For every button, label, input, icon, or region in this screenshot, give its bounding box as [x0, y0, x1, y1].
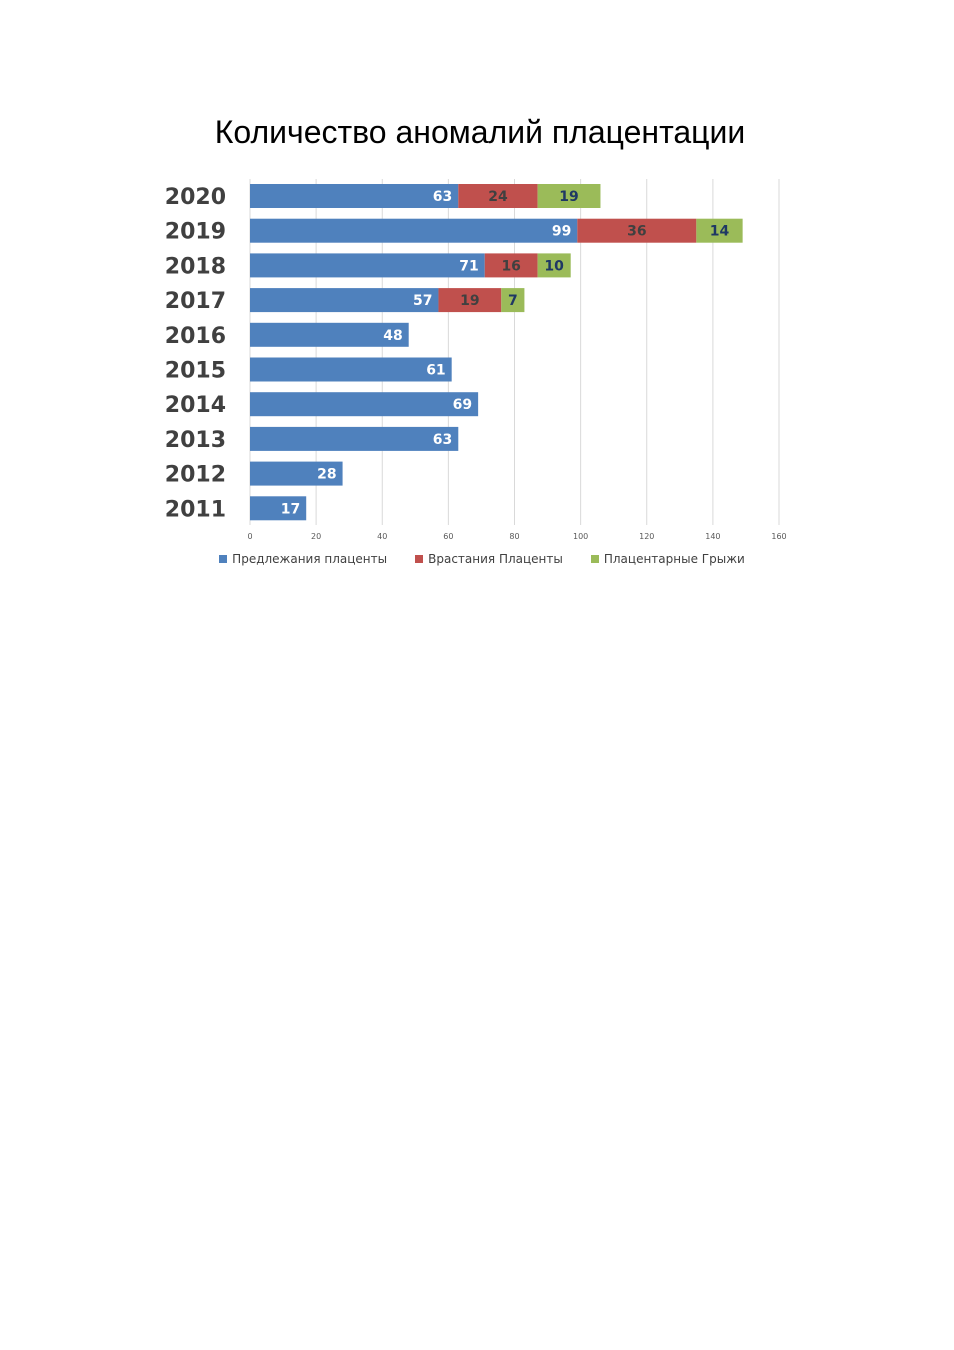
bar	[250, 184, 459, 208]
data-labels: 63 24 19 99 36 14 71 16 10 57 19 7 48 61 69 63 28 17	[281, 189, 730, 517]
legend: Предлежания плаценты Врастания Плаценты Пл…	[0, 552, 954, 566]
category-labels: 2020 2019 2018 2017 2016 2015 2014 2013 2012 2011	[165, 185, 226, 522]
data-label: 28	[317, 467, 336, 483]
category-label: 2018	[165, 254, 226, 279]
x-tick-label: 0	[247, 532, 252, 541]
x-tick-label: 40	[377, 532, 387, 541]
x-tick-label: 100	[573, 532, 588, 541]
bar	[458, 184, 538, 208]
legend-item: Врастания Плаценты	[415, 552, 563, 566]
category-label: 2020	[165, 185, 226, 210]
bar	[696, 218, 743, 243]
bar	[250, 357, 452, 382]
category-label: 2015	[165, 359, 226, 384]
bar	[250, 253, 485, 278]
legend-swatch	[415, 555, 424, 563]
legend-item: Плацентарные Грыжи	[590, 552, 745, 566]
x-tick-label: 80	[509, 532, 519, 541]
data-label: 19	[559, 189, 578, 205]
category-label: 2014	[165, 393, 226, 418]
x-tick-label: 160	[771, 532, 786, 541]
category-label: 2016	[165, 324, 226, 349]
legend-item: Предлежания плаценты	[219, 552, 387, 566]
chart-title: Количество аномалий плацентации	[214, 114, 746, 150]
bar	[250, 392, 479, 417]
data-label: 57	[413, 293, 432, 309]
data-label: 69	[453, 397, 472, 413]
legend-label: Врастания Плаценты	[428, 552, 563, 566]
x-tick-label: 140	[705, 532, 720, 541]
legend-swatch	[590, 555, 599, 563]
data-label: 48	[383, 328, 402, 344]
legend-label: Предлежания плаценты	[232, 552, 388, 566]
bar	[250, 496, 307, 521]
legend-swatch	[219, 555, 228, 563]
data-label: 61	[426, 363, 445, 379]
bar	[537, 253, 571, 278]
legend-label: Плацентарные Грыжи	[603, 552, 745, 566]
bars	[250, 184, 743, 521]
x-axis-ticks: 0 20 40 60 80 100 120 140 160	[247, 532, 786, 541]
data-label: 63	[433, 189, 452, 205]
data-label: 99	[552, 224, 571, 240]
category-label: 2012	[165, 463, 226, 488]
bar	[250, 288, 439, 313]
data-label: 10	[544, 258, 564, 274]
data-label: 16	[501, 258, 520, 274]
data-label: 63	[433, 432, 452, 448]
bar	[250, 426, 459, 451]
data-label: 36	[627, 224, 646, 240]
category-label: 2011	[165, 497, 226, 522]
bar	[484, 253, 538, 278]
data-label: 17	[281, 501, 300, 517]
category-label: 2017	[165, 289, 226, 314]
x-tick-label: 120	[639, 532, 654, 541]
data-label: 19	[460, 293, 479, 309]
bar	[501, 288, 525, 313]
bar	[577, 218, 697, 243]
data-label: 14	[710, 224, 730, 240]
data-label: 7	[508, 293, 518, 309]
bar	[250, 218, 578, 243]
bar	[537, 184, 601, 208]
x-tick-label: 20	[311, 532, 321, 541]
bar	[250, 322, 409, 347]
category-label: 2019	[165, 220, 226, 245]
data-label: 24	[488, 189, 508, 205]
bar	[438, 288, 502, 313]
data-label: 71	[459, 258, 478, 274]
category-label: 2013	[165, 428, 226, 453]
bar	[250, 461, 343, 486]
x-tick-label: 60	[443, 532, 453, 541]
